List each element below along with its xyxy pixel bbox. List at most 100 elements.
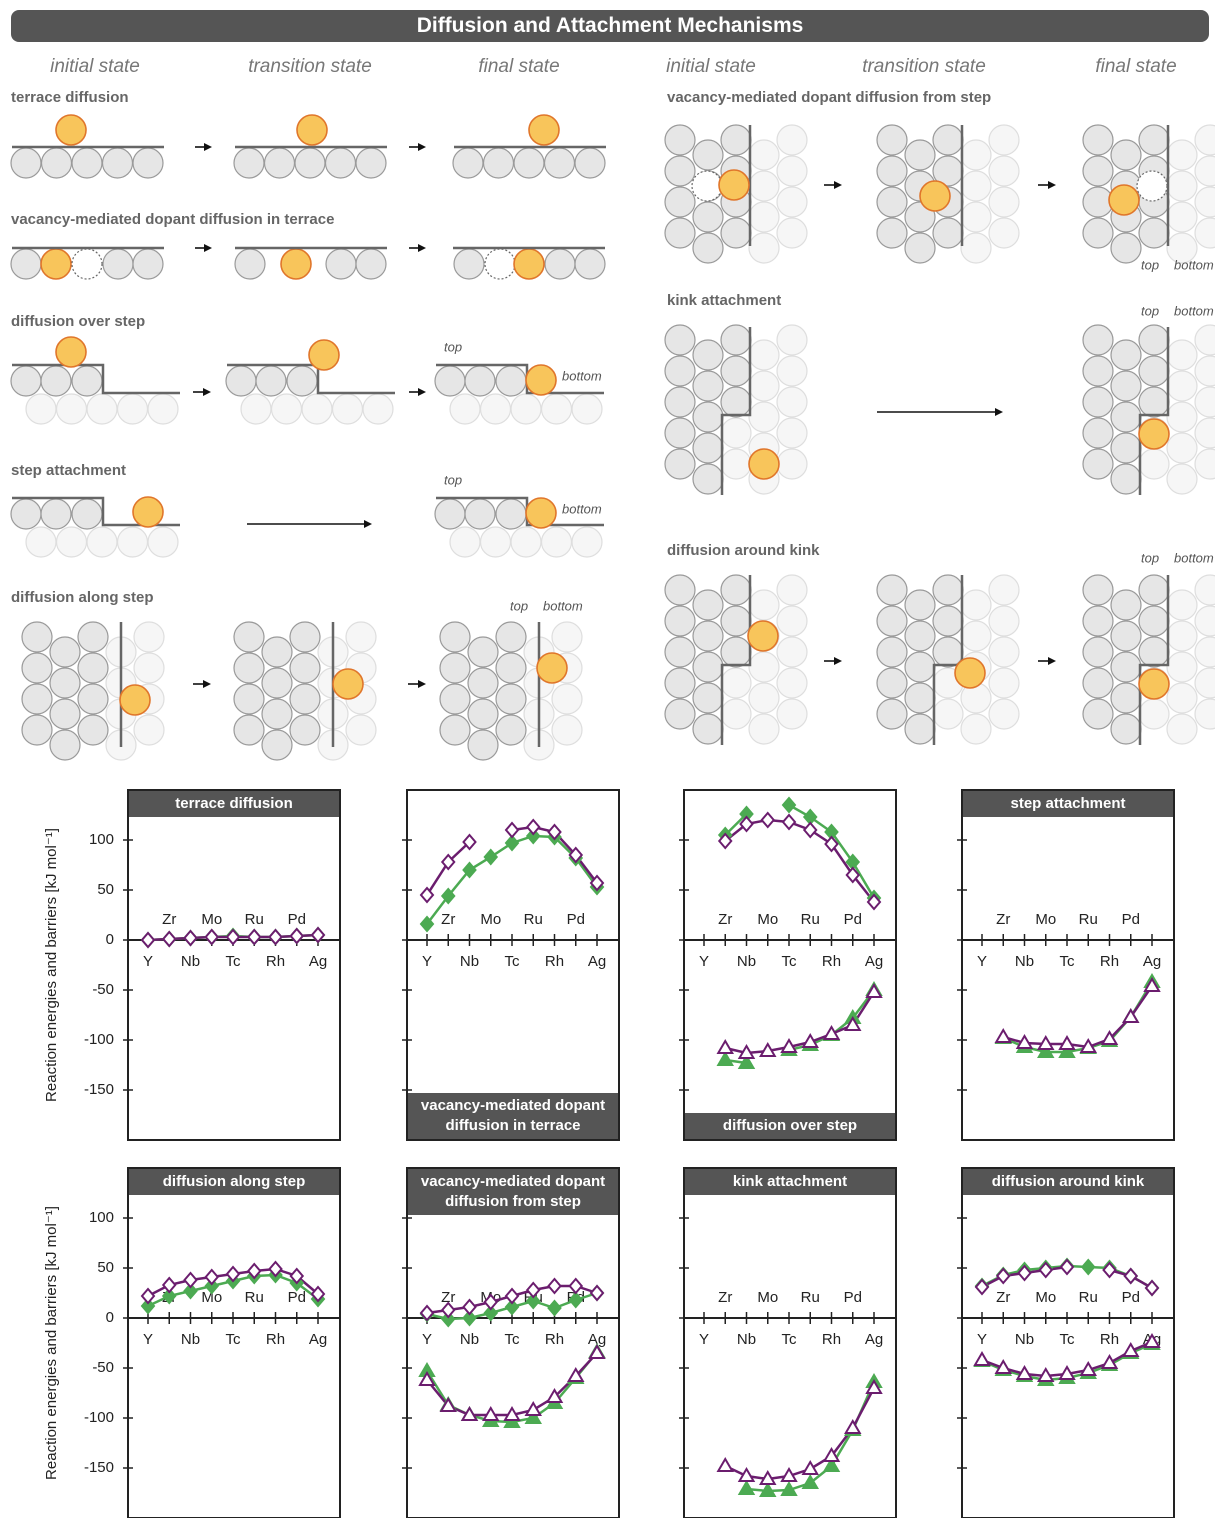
atom — [1111, 590, 1141, 620]
atom — [496, 715, 526, 745]
chart-title: terrace diffusion — [129, 791, 339, 817]
atom — [693, 202, 723, 232]
atom — [777, 325, 807, 355]
atom — [777, 699, 807, 729]
atom — [693, 402, 723, 432]
x-tick-label: Ag — [865, 1331, 883, 1348]
atom — [435, 366, 465, 396]
adatom — [1109, 185, 1139, 215]
atom — [665, 606, 695, 636]
atom — [1139, 699, 1169, 729]
atom — [749, 171, 779, 201]
atom — [57, 527, 87, 557]
x-tick-label: Ru — [1079, 1289, 1098, 1306]
adatom — [526, 365, 556, 395]
atom — [1195, 606, 1215, 636]
atom — [435, 499, 465, 529]
atom — [572, 527, 602, 557]
atom — [545, 249, 575, 279]
atom — [777, 187, 807, 217]
vacancy — [485, 249, 515, 279]
atom — [877, 218, 907, 248]
atom — [103, 249, 133, 279]
atom — [1083, 575, 1113, 605]
atom — [721, 449, 751, 479]
atom — [511, 394, 541, 424]
atom — [575, 249, 605, 279]
vacancy — [1137, 171, 1167, 201]
x-tick-label: Nb — [181, 1331, 200, 1348]
figure: initial state transition state final sta… — [0, 0, 1215, 1518]
x-tick-label: Zr — [996, 1289, 1010, 1306]
bottom-label: bottom — [543, 598, 583, 613]
atom — [42, 148, 72, 178]
x-tick-label: Nb — [1015, 1331, 1034, 1348]
atom — [363, 394, 393, 424]
atom — [22, 622, 52, 652]
atom — [11, 366, 41, 396]
triangle-marker — [996, 1030, 1010, 1042]
atom — [665, 699, 695, 729]
atom — [777, 637, 807, 667]
atom — [575, 148, 605, 178]
atom — [22, 653, 52, 683]
atom — [989, 187, 1019, 217]
atom — [1083, 387, 1113, 417]
atom — [50, 637, 80, 667]
diamond-marker — [976, 1280, 988, 1294]
atom — [234, 684, 264, 714]
y-axis-label: Reaction energies and barriers [kJ mol⁻¹… — [43, 1206, 60, 1480]
panel-title: diffusion along step — [11, 589, 154, 606]
atom — [41, 366, 71, 396]
atom — [1167, 652, 1197, 682]
adatom — [333, 669, 363, 699]
diamond-marker — [206, 930, 218, 944]
column-label: initial state — [50, 56, 140, 77]
atom — [777, 125, 807, 155]
atom — [1111, 621, 1141, 651]
atom — [989, 156, 1019, 186]
atom — [665, 218, 695, 248]
atom — [721, 606, 751, 636]
atom — [721, 387, 751, 417]
arrow-head — [204, 244, 212, 252]
atom — [552, 622, 582, 652]
atom — [346, 715, 376, 745]
atom — [134, 653, 164, 683]
atom — [1111, 714, 1141, 744]
diamond-marker — [464, 1300, 476, 1314]
atom — [905, 652, 935, 682]
x-tick-label: Zr — [996, 911, 1010, 928]
atom — [693, 621, 723, 651]
top-label: top — [510, 598, 528, 613]
x-tick-label: Rh — [1100, 953, 1119, 970]
atom — [50, 730, 80, 760]
y-tick-label: -100 — [84, 1409, 114, 1426]
atom — [905, 621, 935, 651]
atom — [572, 394, 602, 424]
atom — [542, 527, 572, 557]
adatom — [120, 685, 150, 715]
atom — [440, 622, 470, 652]
atom — [1195, 356, 1215, 386]
vacancy — [692, 171, 722, 201]
triangle-marker — [526, 1403, 540, 1415]
diamond-marker — [783, 815, 795, 829]
atom — [50, 668, 80, 698]
atom — [256, 366, 286, 396]
adatom — [281, 249, 311, 279]
y-tick-label: -100 — [84, 1031, 114, 1048]
atom — [877, 637, 907, 667]
atom — [1083, 156, 1113, 186]
diamond-marker — [1125, 1269, 1137, 1283]
atom — [693, 590, 723, 620]
x-tick-label: Zr — [441, 911, 455, 928]
arrow-head — [418, 143, 426, 151]
atom — [749, 233, 779, 263]
panel-title: terrace diffusion — [11, 89, 129, 106]
atom — [777, 418, 807, 448]
atom — [961, 140, 991, 170]
atom — [1111, 464, 1141, 494]
bottom-label: bottom — [1174, 550, 1214, 565]
atom — [272, 394, 302, 424]
